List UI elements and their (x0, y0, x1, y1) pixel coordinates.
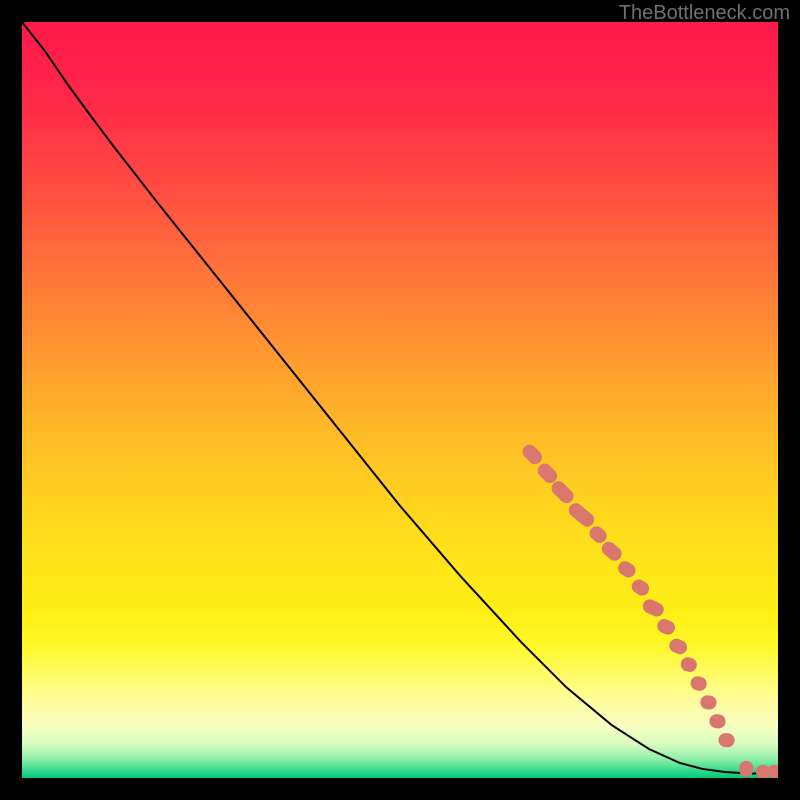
plot-area (22, 22, 778, 778)
data-marker (739, 761, 753, 777)
watermark: TheBottleneck.com (619, 2, 790, 25)
plot-background (22, 22, 778, 778)
plot-svg (22, 22, 778, 778)
chart-container: TheBottleneck.com (0, 0, 800, 800)
